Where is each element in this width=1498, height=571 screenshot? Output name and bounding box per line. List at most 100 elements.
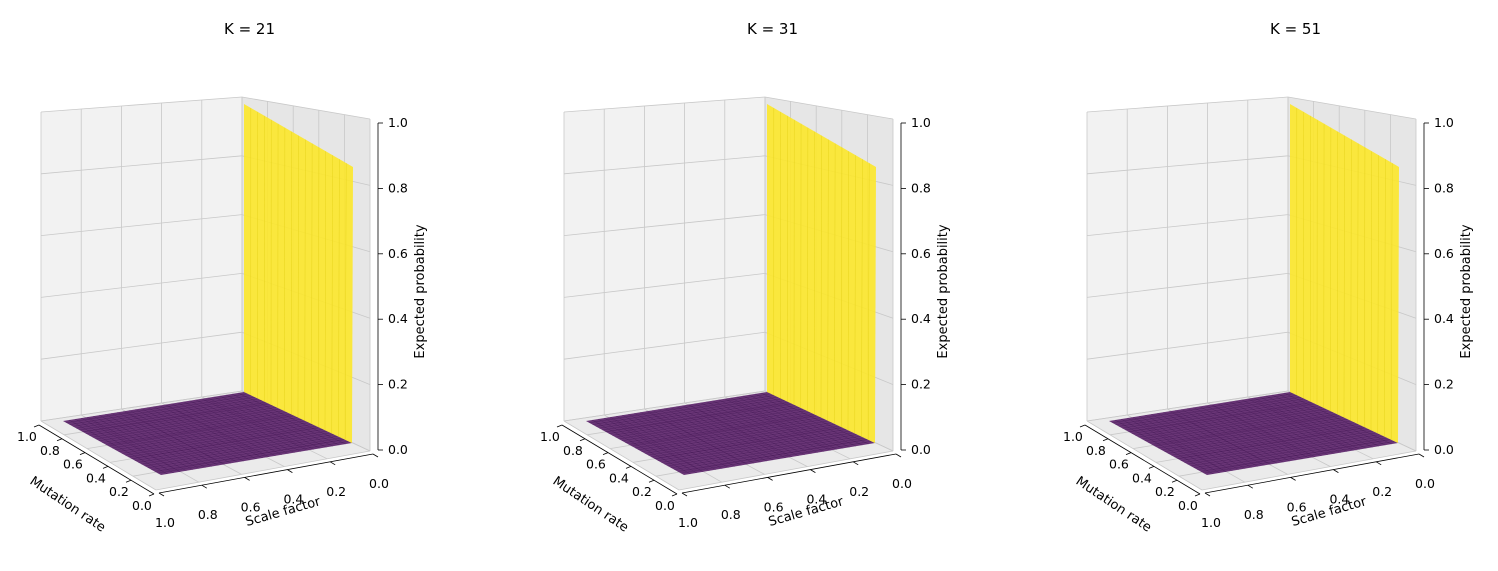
surface-mesh <box>1115 395 1298 425</box>
z-tick-label: 1.0 <box>1434 115 1454 130</box>
gridline <box>1086 214 1289 236</box>
z-tick-label: 0.6 <box>911 246 931 261</box>
x-tick <box>1148 466 1155 469</box>
axis-scale <box>1204 453 1420 494</box>
x-tick <box>56 438 63 442</box>
gridline <box>1086 390 1289 422</box>
gridline <box>563 96 766 113</box>
x-tick <box>1194 493 1201 497</box>
y-tick-label: 0.2 <box>849 484 869 499</box>
z-tick-label: 0.0 <box>388 442 408 457</box>
surface-mesh <box>111 417 299 449</box>
surface-mesh <box>1144 410 1330 441</box>
x-tick <box>556 424 563 428</box>
surface-mesh <box>615 407 800 438</box>
surface-mesh <box>318 147 320 428</box>
surface-mesh <box>592 395 775 425</box>
x-tick-label: 0.0 <box>132 498 152 513</box>
x-tick <box>125 479 132 483</box>
gridline <box>1086 96 1289 113</box>
y-tick <box>372 453 379 458</box>
surface-mesh <box>621 410 807 441</box>
surface-mesh <box>1112 393 1294 423</box>
y-tick-label: 0.0 <box>892 476 912 491</box>
y-tick-label: 0.2 <box>1372 484 1392 499</box>
axis-mutation <box>38 424 155 495</box>
surface-mesh <box>1141 408 1327 440</box>
surface-mesh <box>654 427 843 459</box>
surface-mesh <box>82 402 266 432</box>
surface-mesh <box>589 393 771 423</box>
panel-3: K = 51 <box>1046 0 1498 571</box>
back-pane <box>564 97 765 421</box>
y-tick <box>1247 484 1254 489</box>
surface-mesh <box>66 393 248 423</box>
gridline <box>40 420 157 491</box>
gridline <box>563 390 766 422</box>
surface-mesh <box>868 163 870 440</box>
surface-mesh <box>311 143 313 424</box>
surface-mesh <box>595 396 778 427</box>
surface-mesh <box>854 155 856 434</box>
surface-mesh <box>680 441 872 474</box>
gridline <box>40 390 243 422</box>
y-tick <box>852 461 859 466</box>
x-tick-label: 0.6 <box>586 457 606 472</box>
surface-mesh <box>1370 151 1372 431</box>
surface-mesh <box>304 139 306 421</box>
z-axis-label: Expected probability <box>413 224 428 358</box>
surface-mesh <box>625 412 811 443</box>
surface-mesh <box>1167 422 1355 454</box>
y-tick <box>810 469 816 473</box>
surface-mesh <box>98 410 284 441</box>
z-tick-label: 0.2 <box>1434 377 1454 392</box>
gridline <box>40 96 243 113</box>
surface-mesh <box>820 135 822 418</box>
panel-2: K = 31 <box>523 0 1022 571</box>
surface-mesh <box>1177 427 1366 459</box>
surface-mesh <box>121 422 309 454</box>
surface-mesh <box>154 439 345 472</box>
surface-mesh <box>144 434 335 467</box>
x-tick-label: 0.2 <box>109 484 129 499</box>
surface-mesh <box>670 436 861 468</box>
surface-mesh <box>1164 420 1352 452</box>
surface-mesh <box>608 403 793 434</box>
surface-mesh <box>69 395 252 425</box>
y-tick <box>287 469 293 473</box>
y-tick-label: 0.4 <box>806 492 826 507</box>
gridline <box>40 214 243 236</box>
z-tick-label: 0.8 <box>388 180 408 195</box>
surface-mesh <box>1200 439 1391 472</box>
y-tick <box>1204 492 1211 497</box>
axis-mutation <box>1084 424 1201 495</box>
gridline <box>1086 273 1289 298</box>
z-tick-label: 0.6 <box>1434 246 1454 261</box>
surface-mesh <box>125 424 313 456</box>
z-axis-label: Expected probability <box>936 224 951 358</box>
gridline <box>563 214 766 236</box>
gridline <box>563 331 766 360</box>
surface-mesh <box>628 413 814 445</box>
surface-mesh <box>605 402 789 432</box>
surface-mesh <box>72 396 255 427</box>
surface-mesh <box>664 432 854 465</box>
surface-mesh <box>1118 396 1301 427</box>
x-tick-label: 0.2 <box>1155 484 1175 499</box>
z-tick-label: 0.4 <box>388 311 408 326</box>
surface-mesh <box>661 430 850 463</box>
x-tick <box>102 466 109 469</box>
x-tick-label: 0.8 <box>563 443 583 458</box>
surface-mesh <box>644 422 832 454</box>
surface-mesh <box>638 419 825 450</box>
y-tick-label: 0.0 <box>1415 476 1435 491</box>
gridline <box>1086 331 1289 360</box>
x-tick <box>1171 479 1178 483</box>
surface-mesh <box>861 159 863 437</box>
surface-mesh <box>1125 400 1309 431</box>
axis-scale <box>158 453 374 494</box>
y-tick <box>681 492 688 497</box>
x-tick <box>1125 452 1132 455</box>
y-tick-label: 0.8 <box>1244 507 1264 522</box>
